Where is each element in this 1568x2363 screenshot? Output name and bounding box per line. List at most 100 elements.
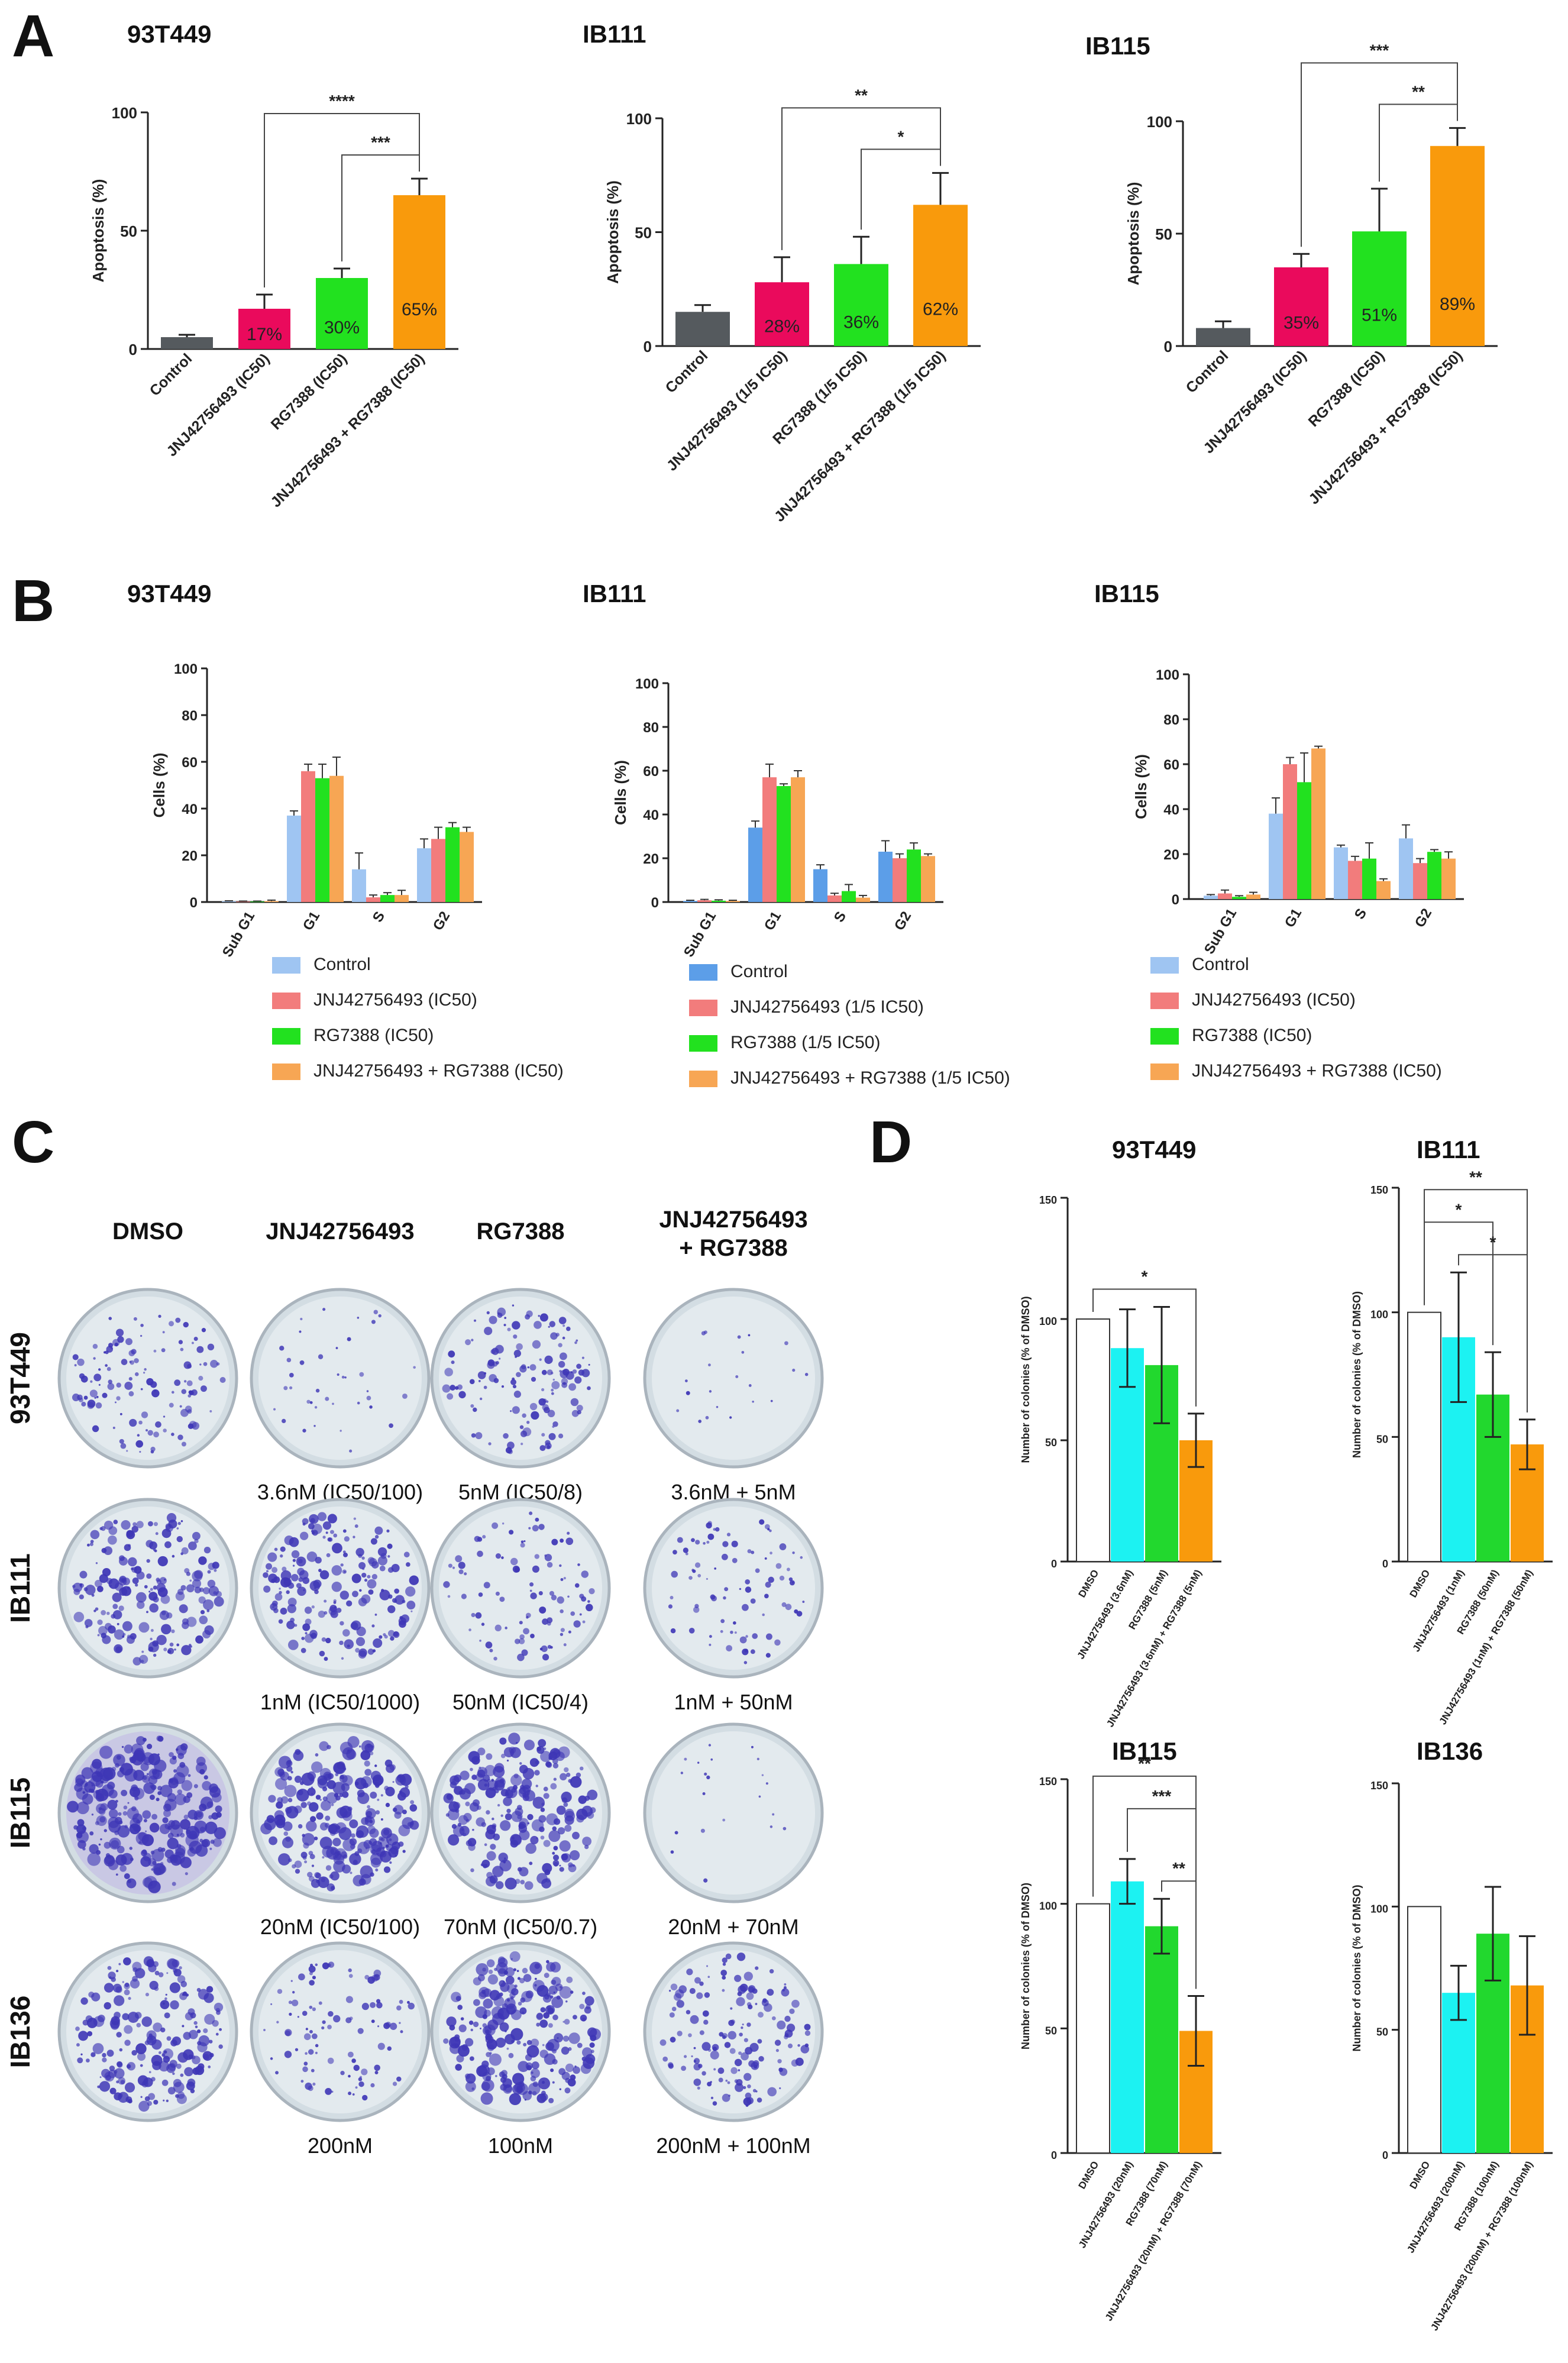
colony-dot	[75, 1778, 84, 1787]
colony-dot	[332, 1543, 342, 1554]
colony-dot	[362, 2094, 368, 2101]
colony-dot	[743, 2086, 746, 2089]
colony-dot	[138, 1622, 150, 1633]
colony-dot	[473, 1319, 477, 1322]
colony-dot	[563, 1576, 566, 1580]
colony-dot	[706, 1775, 710, 1780]
colony-dot	[786, 1567, 790, 1572]
y-tick-label: 150	[1039, 1776, 1057, 1787]
colony-dot	[492, 1817, 494, 1821]
colony-dot	[529, 1758, 539, 1767]
colony-dot	[517, 1815, 522, 1819]
colony-dot	[214, 1827, 226, 1840]
colony-dot	[313, 1836, 318, 1841]
colony-dot	[315, 2051, 318, 2054]
colony-dot	[344, 1639, 354, 1650]
colony-dot	[67, 1800, 79, 1813]
colony-dot	[455, 2064, 462, 2071]
colony-dot	[519, 1762, 522, 1765]
colony-dot	[361, 1594, 371, 1604]
colony-dot	[765, 1653, 771, 1658]
colony-dot	[722, 1989, 725, 1992]
colony-dot	[194, 1820, 208, 1834]
colony-dot	[163, 1428, 167, 1433]
colony-dot	[123, 1957, 131, 1966]
colony-dot	[519, 1634, 525, 1640]
colony-dot	[735, 2083, 744, 2092]
colony-dot	[335, 1347, 338, 1349]
plate-surface	[439, 1507, 602, 1670]
culture-plate	[430, 1288, 611, 1469]
colony-dot	[525, 1842, 536, 1854]
colony-dot	[77, 2057, 83, 2064]
colony-dot	[407, 2000, 410, 2004]
colony-dot	[104, 1351, 106, 1354]
colony-dot	[716, 1405, 719, 1408]
colony-dot	[128, 1350, 135, 1357]
colony-dot	[715, 1527, 720, 1532]
colony-dot	[319, 1798, 322, 1801]
colony-dot	[219, 1376, 226, 1383]
y-tick-label: 20	[643, 851, 659, 867]
colony-dot	[686, 2010, 691, 2015]
chart-title: IB111	[583, 580, 646, 607]
colony-dot	[189, 1579, 192, 1582]
colony-dot	[741, 1350, 745, 1354]
colony-dot	[277, 1989, 283, 1995]
colony-dot	[305, 2052, 308, 2055]
colony-dot	[355, 1782, 359, 1786]
colony-dot	[166, 2036, 172, 2041]
colony-dot	[314, 1406, 318, 1409]
colony-dot	[746, 1992, 754, 2000]
colony-dot	[321, 2026, 325, 2030]
y-tick-label: 40	[182, 801, 198, 817]
colony-dot	[75, 2026, 80, 2031]
colony-dot	[532, 1796, 545, 1809]
colony-dot	[188, 2029, 198, 2039]
colony-dot	[274, 1547, 278, 1551]
colony-dot	[691, 1538, 695, 1543]
colony-dot	[96, 1395, 99, 1398]
colony-dot	[562, 1382, 566, 1385]
colony-dot	[788, 2043, 793, 2048]
colony-dot	[393, 1805, 404, 1815]
colony-dot	[309, 1963, 313, 1967]
colony-dot	[804, 2030, 811, 2036]
colony-dot	[124, 1989, 130, 1996]
colony-dot	[140, 2096, 143, 2098]
colony-dot	[136, 1571, 145, 1580]
colony-dot	[504, 2030, 507, 2032]
colony-dot	[121, 1578, 125, 1582]
colony-dot	[765, 1633, 772, 1640]
colony-dot	[326, 1847, 340, 1860]
bar	[161, 337, 213, 349]
significance-label: *	[1142, 1268, 1148, 1286]
colony-dot	[287, 1798, 293, 1803]
colony-dot	[491, 1779, 494, 1782]
colony-dot	[539, 1606, 547, 1614]
bar	[791, 777, 805, 902]
colony-dot	[131, 1743, 144, 1756]
y-axis-label: Number of colonies (% of DMSO)	[1020, 1883, 1032, 2050]
colony-dot	[181, 1645, 192, 1656]
colony-dot	[586, 1604, 593, 1612]
colony-dot	[134, 1372, 139, 1376]
colony-dot	[109, 1837, 121, 1850]
colony-dot	[579, 1766, 584, 1771]
colony-dot	[174, 1648, 176, 1651]
colony-dot	[158, 1972, 164, 1977]
colony-dot	[570, 1611, 576, 1616]
colony-dot	[279, 1588, 281, 1590]
colony-dot	[767, 1989, 774, 1996]
bar	[878, 851, 893, 902]
colony-dot	[302, 2066, 308, 2073]
colony-dot	[545, 1442, 552, 1450]
colony-dot	[538, 1524, 545, 1530]
legend-swatch	[689, 1071, 717, 1087]
significance-bracket	[1161, 1880, 1197, 1989]
colony-dot	[97, 1634, 100, 1637]
colony-dot	[135, 2043, 147, 2054]
colony-dot	[465, 1339, 471, 1346]
colony-dot	[587, 1789, 598, 1800]
colony-dot	[287, 1598, 297, 1606]
